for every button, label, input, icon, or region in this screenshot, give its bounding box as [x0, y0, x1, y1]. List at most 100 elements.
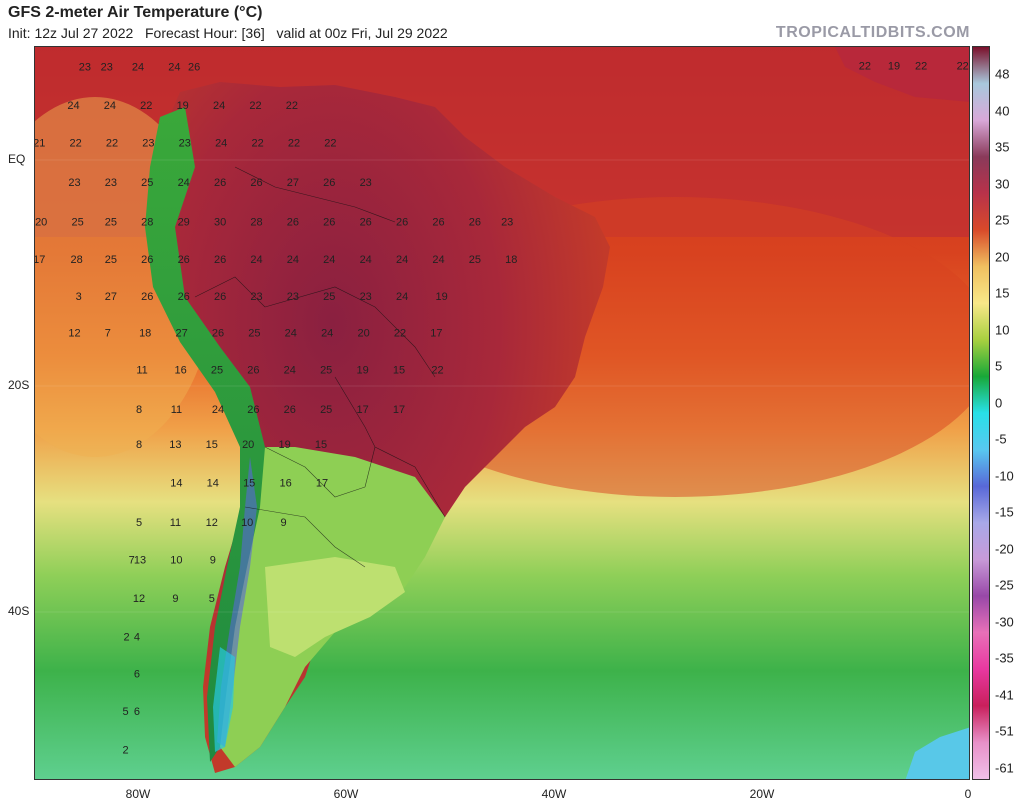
- patagonia-ice: [213, 647, 235, 752]
- temp-label: 18: [139, 327, 151, 339]
- temp-label: 22: [324, 137, 336, 149]
- temp-label: 5: [136, 517, 142, 529]
- border-line: [194, 276, 266, 308]
- temp-label: 24: [360, 254, 372, 266]
- temp-label: 23: [142, 137, 154, 149]
- temp-label: 20: [357, 327, 369, 339]
- temp-label: 22: [106, 137, 118, 149]
- temp-label: 24: [212, 404, 224, 416]
- temp-label: 17: [316, 478, 328, 490]
- header: GFS 2-meter Air Temperature (°C) Init: 1…: [0, 0, 1024, 46]
- africa-landmass: [835, 47, 969, 102]
- temp-label: 22: [249, 100, 261, 112]
- temp-label: 5: [209, 593, 215, 605]
- temp-label: 2: [122, 744, 128, 756]
- temp-label: 27: [175, 327, 187, 339]
- temp-label: 26: [432, 217, 444, 229]
- temp-label: 23: [360, 177, 372, 189]
- temp-label: 26: [284, 404, 296, 416]
- colorbar-tick-label: 30: [995, 176, 1010, 191]
- temp-label: 26: [323, 177, 335, 189]
- temp-label: 25: [211, 365, 223, 377]
- temp-label: 24: [285, 327, 297, 339]
- temp-label: 20: [35, 217, 47, 229]
- temp-label: 24: [321, 327, 333, 339]
- temp-label: 22: [140, 100, 152, 112]
- colorbar-tick-label: 10: [995, 322, 1010, 337]
- temp-label: 24: [432, 254, 444, 266]
- lat-label-eq: EQ: [8, 152, 26, 166]
- colorbar-tick-label: 40: [995, 103, 1010, 118]
- temp-label: 28: [141, 217, 153, 229]
- colorbar-tick-label: -41: [995, 687, 1014, 702]
- temperature-labels: 2323242426242422192422222122222323242222…: [35, 61, 969, 757]
- temp-label: 15: [206, 439, 218, 451]
- antarctic-shelf: [905, 727, 969, 779]
- temp-label: 26: [141, 254, 153, 266]
- temp-label: 26: [212, 327, 224, 339]
- temp-label: 26: [214, 254, 226, 266]
- colorbar: [972, 46, 990, 780]
- temp-label: 6: [134, 706, 140, 718]
- colorbar-tick-label: -30: [995, 614, 1014, 629]
- temp-label: 15: [393, 365, 405, 377]
- temp-label: 22: [915, 61, 927, 73]
- temp-label: 24: [104, 100, 116, 112]
- temp-label: 17: [430, 327, 442, 339]
- temp-label: 11: [171, 404, 182, 416]
- temp-label: 27: [105, 291, 117, 303]
- lon-label-0: 0: [964, 787, 972, 801]
- temp-label: 17: [35, 254, 45, 266]
- temp-label: 16: [279, 478, 291, 490]
- temp-label: 22: [288, 137, 300, 149]
- temp-label: 5: [122, 706, 128, 718]
- temp-label: 23: [501, 217, 513, 229]
- temp-label: 26: [178, 254, 190, 266]
- temp-label: 24: [215, 137, 227, 149]
- temp-label: 7: [105, 327, 111, 339]
- brand-watermark: TROPICALTIDBITS.COM: [775, 24, 970, 41]
- temp-label: 24: [284, 365, 296, 377]
- temp-label: 23: [105, 177, 117, 189]
- lon-label-80w: 80W: [125, 787, 151, 801]
- temp-label: 23: [101, 62, 113, 74]
- temp-label: 19: [435, 291, 447, 303]
- lat-label-40s: 40S: [8, 604, 30, 618]
- temperature-map[interactable]: 2323242426242422192422222122222323242222…: [34, 46, 970, 780]
- temp-label: 23: [79, 62, 91, 74]
- temp-label: 20: [242, 439, 254, 451]
- temp-label: 25: [248, 327, 260, 339]
- temp-label: 25: [141, 177, 153, 189]
- temp-label: 4: [134, 631, 140, 643]
- temp-label: 24: [213, 100, 225, 112]
- temp-label: 24: [168, 62, 180, 74]
- graticule: [35, 159, 969, 613]
- temp-label: 10: [241, 517, 253, 529]
- temp-label: 26: [214, 291, 226, 303]
- temp-label: 15: [315, 439, 327, 451]
- temp-label: 19: [888, 61, 900, 73]
- temp-label: 26: [214, 177, 226, 189]
- temp-label: 14: [170, 478, 182, 490]
- temp-label: 17: [393, 404, 405, 416]
- temp-label: 22: [859, 61, 871, 73]
- temp-label: 23: [250, 291, 262, 303]
- colorbar-tick-label: -10: [995, 468, 1014, 483]
- temp-label: 26: [360, 217, 372, 229]
- colorbar-tick-label: -51: [995, 723, 1014, 739]
- colorbar-tick-label: -35: [995, 650, 1014, 666]
- temp-label: 22: [431, 365, 443, 377]
- temp-label: 26: [247, 404, 259, 416]
- temp-label: 11: [170, 517, 181, 529]
- temp-label: 26: [250, 177, 262, 189]
- temp-label: 22: [69, 137, 81, 149]
- temp-label: 12: [206, 517, 218, 529]
- temp-label: 25: [469, 254, 481, 266]
- temp-label: 9: [210, 554, 216, 566]
- temp-label: 25: [105, 217, 117, 229]
- temp-label: 28: [250, 217, 262, 229]
- temp-label: 23: [360, 291, 372, 303]
- colorbar-tick-label: -5: [995, 431, 1007, 447]
- border-line: [244, 506, 366, 568]
- temp-label: 19: [278, 439, 290, 451]
